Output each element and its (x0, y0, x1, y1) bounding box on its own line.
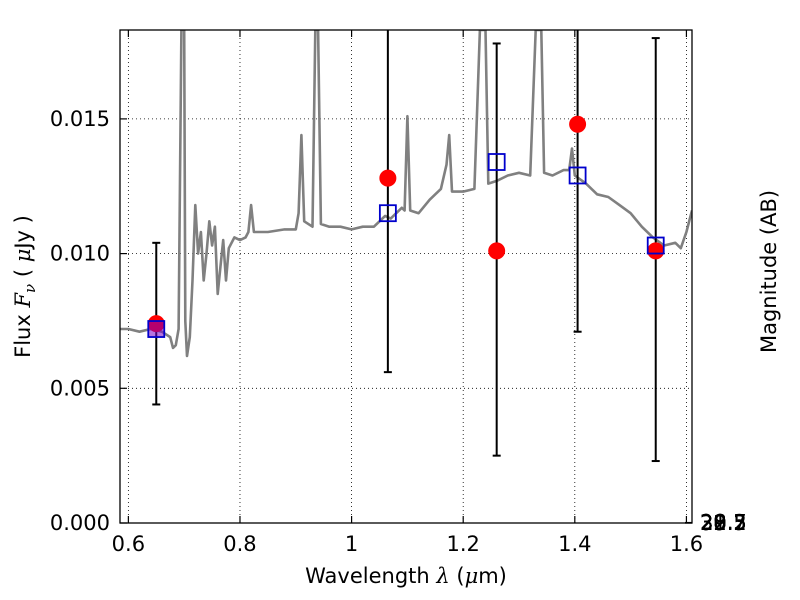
x-tick-label: 1.2 (446, 532, 479, 556)
x-axis-label: Wavelength λ (μm) (305, 564, 507, 588)
model-band-point (487, 153, 506, 171)
y-tick-label: 0.005 (50, 376, 110, 400)
model-band-point (378, 204, 397, 223)
x-tick-label: 0.6 (112, 532, 145, 556)
x-axis-ticks: 0.6 0.8 1 1.2 1.4 1.6 (112, 30, 703, 556)
magnitude-tick-label: 32 (700, 511, 727, 535)
x-tick-label: 0.8 (223, 532, 256, 556)
model-spectrum-line (120, 30, 692, 358)
grid-layer (120, 30, 692, 524)
x-tick-label: 1.4 (558, 532, 591, 556)
magnitude-tick-label: 30 (700, 511, 727, 535)
observed-point (647, 242, 665, 260)
y-tick-label: 0.000 (50, 511, 110, 535)
observed-point (488, 242, 506, 260)
observed-layer (147, 115, 665, 333)
y-axis-ticks: 0.000 0.005 0.010 0.015 (50, 107, 127, 535)
magnitude-tick-label: 29.2 (700, 511, 747, 535)
y-tick-label: 0.010 (50, 242, 110, 266)
model-band-point (568, 166, 587, 185)
x-tick-label: 1 (345, 532, 358, 556)
spectrum-layer (120, 30, 692, 358)
x-tick-label: 1.6 (670, 532, 703, 556)
magnitude-tick-label: 28.5 (700, 511, 747, 535)
model-band-point (147, 320, 166, 338)
magnitude-tick-label: 28.7 (700, 511, 747, 535)
model-band-layer (147, 153, 665, 338)
observed-point (379, 169, 397, 187)
observed-point (569, 115, 587, 133)
magnitude-tick-label: 31 (700, 511, 727, 535)
y-axis-label: Flux Fν ( μJy ) (11, 215, 39, 358)
magnitude-tick-label: 29.5 (700, 511, 747, 535)
errorbar-layer (152, 30, 660, 463)
y-tick-label: 0.015 (50, 107, 110, 131)
model-band-point (646, 236, 665, 255)
magnitude-axis-label: Magnitude (AB) (757, 190, 781, 353)
magnitude-tick-label: 29 (700, 511, 727, 535)
magnitude-tick-label: 28.3 (700, 511, 747, 535)
magnitude-tick-label: 30.5 (700, 511, 747, 535)
plot-frame (119, 29, 693, 524)
